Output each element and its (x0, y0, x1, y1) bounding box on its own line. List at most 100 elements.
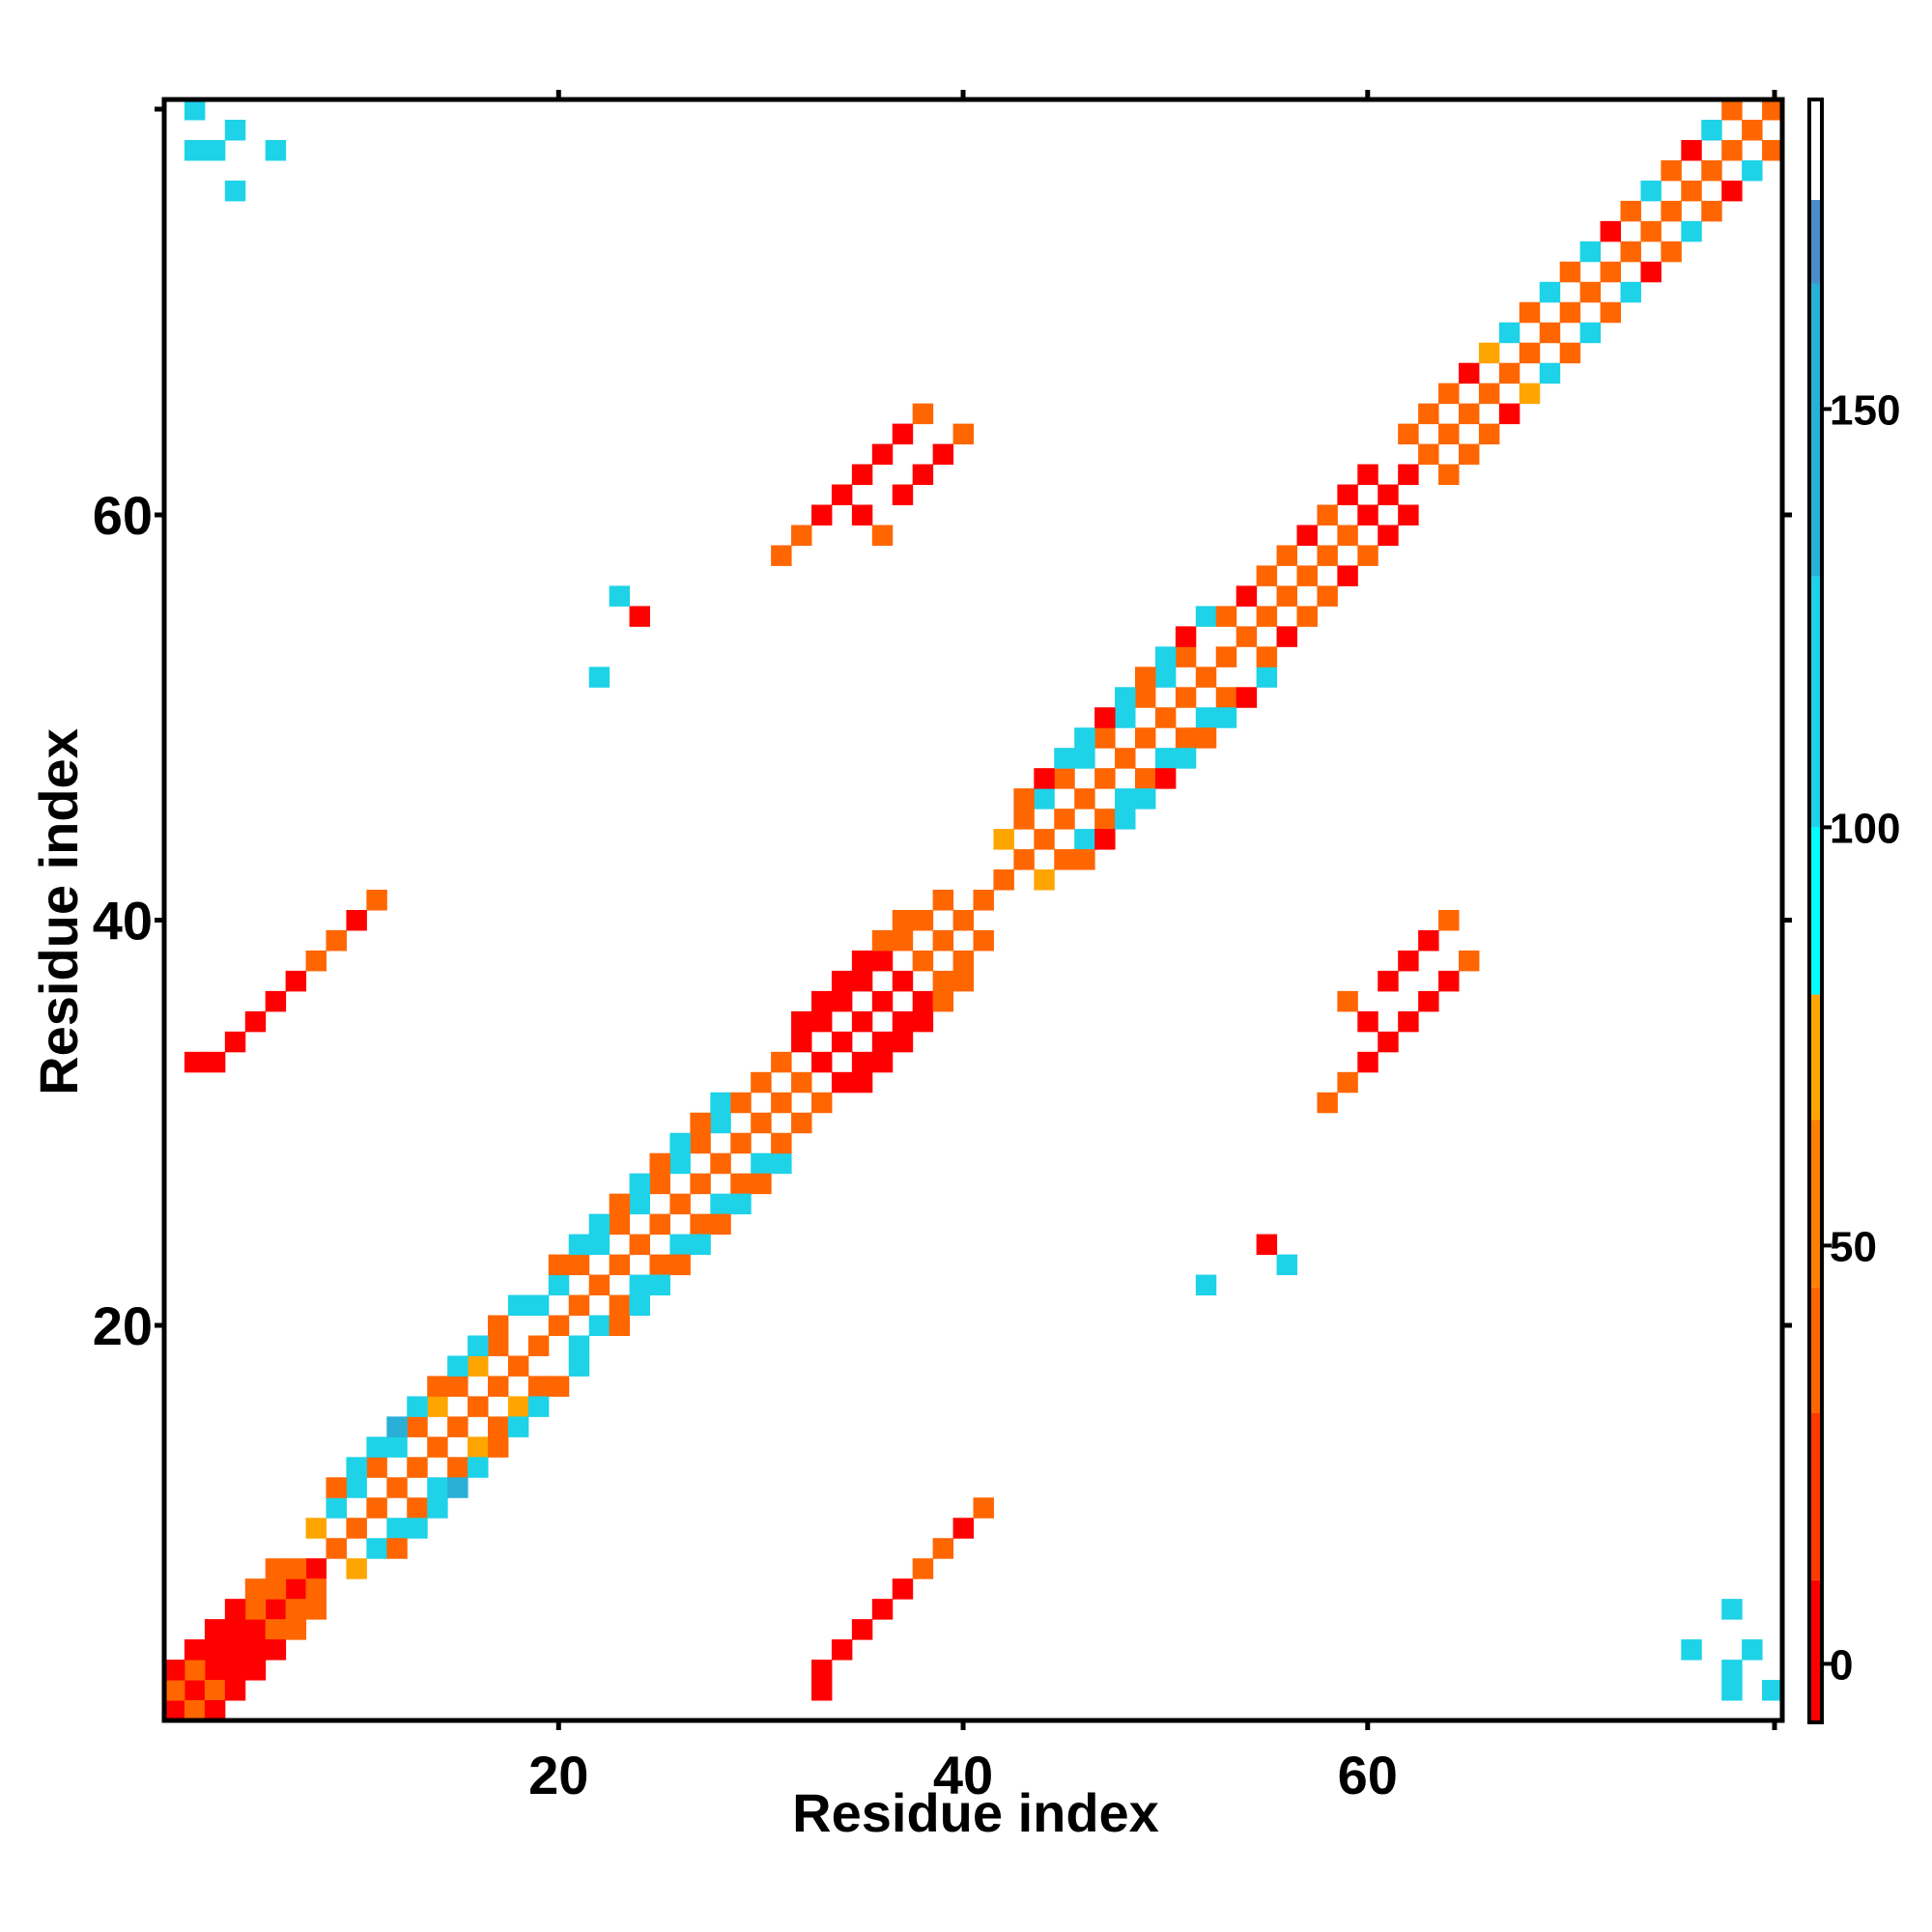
heatmap-cell (1478, 342, 1500, 364)
heatmap-cell (1640, 220, 1662, 242)
heatmap-cell (871, 525, 894, 546)
heatmap-cell (204, 1051, 226, 1073)
heatmap-cell (1418, 403, 1439, 425)
heatmap-cell (204, 1700, 226, 1721)
heatmap-cell (1519, 301, 1541, 324)
heatmap-cell (1378, 970, 1399, 992)
heatmap-cell (588, 1213, 611, 1236)
heatmap-cell (366, 1436, 387, 1458)
heatmap-cell (1539, 362, 1561, 384)
heatmap-cell (1256, 606, 1278, 627)
heatmap-cell (527, 1396, 550, 1417)
heatmap-cell (649, 1254, 670, 1276)
heatmap-cell (184, 99, 206, 121)
heatmap-cell (1357, 545, 1378, 566)
colorbar-tick-label: 0 (1830, 1641, 1853, 1689)
y-axis-title: Residue index (28, 728, 89, 1095)
heatmap-cell (710, 1092, 731, 1114)
heatmap-cell (1498, 403, 1520, 425)
heatmap-cell (568, 1254, 590, 1276)
heatmap-cell (629, 1234, 650, 1256)
heatmap-cell (305, 1599, 327, 1620)
colorbar-frame (1807, 98, 1824, 1724)
heatmap-cell (851, 1071, 873, 1094)
heatmap-cell (791, 525, 812, 546)
heatmap-cell (407, 1416, 428, 1437)
heatmap-cell (407, 1457, 428, 1478)
heatmap-cell (710, 1193, 731, 1215)
y-tick-label: 40 (93, 890, 153, 951)
heatmap-cell (1519, 342, 1541, 364)
heatmap-cell (468, 1355, 489, 1377)
heatmap-cell (1681, 1639, 1702, 1661)
heatmap-cell (548, 1274, 570, 1296)
heatmap-cell (1135, 768, 1156, 789)
heatmap-cell (1215, 646, 1237, 668)
heatmap-cell (346, 910, 367, 931)
heatmap-cell (912, 1010, 934, 1033)
heatmap-cell (1742, 1639, 1763, 1661)
heatmap-cell (1600, 261, 1621, 283)
heatmap-cell (952, 1518, 974, 1539)
heatmap-cell (649, 1152, 670, 1175)
heatmap-cell (1701, 200, 1722, 222)
heatmap-cell (184, 1680, 206, 1701)
heatmap-cell (1236, 585, 1258, 607)
heatmap-cell (1438, 423, 1460, 445)
colorbar-band (1809, 576, 1822, 828)
heatmap-cell (952, 970, 974, 992)
heatmap-cell (386, 1518, 408, 1539)
heatmap-cell (1054, 809, 1075, 830)
heatmap-cell (285, 1599, 307, 1620)
heatmap-cell (527, 1335, 550, 1356)
heatmap-cell (1600, 220, 1621, 242)
heatmap-cell (1438, 464, 1460, 486)
heatmap-cell (1378, 525, 1399, 546)
heatmap-cell (488, 1315, 509, 1336)
heatmap-cell (507, 1355, 529, 1377)
heatmap-cell (204, 1660, 226, 1681)
heatmap-cell (326, 929, 347, 952)
heatmap-cell (1195, 1274, 1217, 1296)
heatmap-cell (831, 1031, 853, 1053)
heatmap-cell (1762, 99, 1783, 121)
heatmap-cell (1215, 707, 1237, 728)
heatmap-cell (1498, 362, 1520, 384)
heatmap-cell (1620, 200, 1641, 222)
heatmap-cell (1579, 241, 1602, 263)
heatmap-cell (1034, 788, 1055, 810)
heatmap-cell (1296, 565, 1318, 586)
x-tick-label: 40 (933, 1745, 993, 1805)
x-tick-label: 60 (1338, 1745, 1398, 1805)
heatmap-cell (224, 1660, 246, 1681)
heatmap-cell (204, 139, 226, 161)
colorbar-band (1809, 1120, 1822, 1288)
heatmap-cell (892, 1578, 914, 1600)
heatmap-cell (285, 1619, 307, 1640)
heatmap-cell (1154, 667, 1177, 688)
heatmap-cell (1459, 950, 1480, 972)
heatmap-cell (386, 1436, 408, 1458)
heatmap-cell (1539, 322, 1561, 344)
heatmap-cell (1276, 545, 1297, 566)
heatmap-cell (791, 1071, 812, 1094)
heatmap-cell (568, 1335, 590, 1356)
heatmap-cell (649, 1173, 670, 1195)
heatmap-cell (588, 1315, 611, 1336)
heatmap-cell (224, 1639, 246, 1661)
heatmap-cell (952, 910, 974, 931)
heatmap-cell (1115, 748, 1136, 769)
heatmap-cell (1438, 383, 1460, 405)
heatmap-cell (710, 1152, 731, 1175)
heatmap-cell (1681, 180, 1702, 202)
heatmap-cell (710, 1213, 731, 1236)
heatmap-cell (1459, 443, 1480, 466)
heatmap-cell (892, 1010, 914, 1033)
heatmap-cell (669, 1234, 691, 1256)
heatmap-cell (1742, 119, 1763, 141)
heatmap-cell (447, 1457, 469, 1478)
heatmap-cell (751, 1071, 772, 1094)
heatmap-cell (1154, 707, 1177, 728)
heatmap-cell (265, 139, 287, 161)
heatmap-cell (771, 1152, 792, 1175)
